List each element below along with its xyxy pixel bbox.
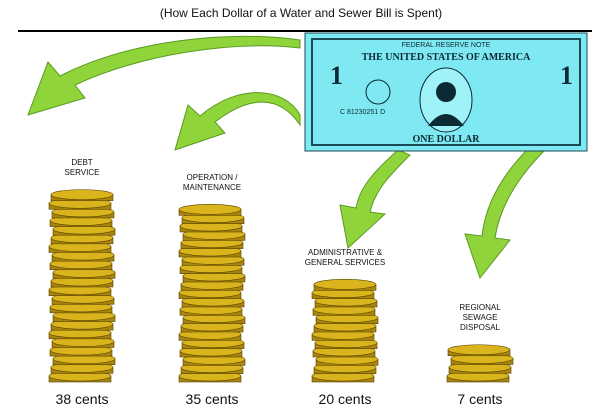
category-label: DEBT SERVICE <box>27 158 137 178</box>
value-label: 38 cents <box>27 391 137 407</box>
page: FEDERAL RESERVE NOTE THE UNITED STATES O… <box>0 0 602 410</box>
chart-title: (How Each Dollar of a Water and Sewer Bi… <box>0 6 602 20</box>
value-label: 35 cents <box>157 391 267 407</box>
value-label: 20 cents <box>290 391 400 407</box>
category-label: ADMINISTRATIVE & GENERAL SERVICES <box>290 248 400 268</box>
bill-title: THE UNITED STATES OF AMERICA <box>362 52 532 63</box>
coin-stack <box>312 279 378 382</box>
category-label: REGIONAL SEWAGE DISPOSAL <box>425 303 535 333</box>
dollar-bill: FEDERAL RESERVE NOTE THE UNITED STATES O… <box>305 33 587 151</box>
bill-denomination: ONE DOLLAR <box>413 134 481 145</box>
coin <box>179 204 241 214</box>
coin-stack <box>49 190 115 382</box>
category-label: OPERATION / MAINTENANCE <box>157 173 267 193</box>
bill-serial: C 81230251 D <box>340 109 385 116</box>
coin <box>448 345 510 355</box>
coin-stack <box>179 204 245 382</box>
chart: FEDERAL RESERVE NOTE THE UNITED STATES O… <box>0 0 602 410</box>
bill-header: FEDERAL RESERVE NOTE <box>402 42 491 49</box>
value-label: 7 cents <box>425 391 535 407</box>
coin <box>51 190 113 200</box>
svg-text:1: 1 <box>330 61 343 90</box>
coin-stack <box>447 345 513 382</box>
coin <box>314 279 376 289</box>
svg-text:1: 1 <box>560 61 573 90</box>
